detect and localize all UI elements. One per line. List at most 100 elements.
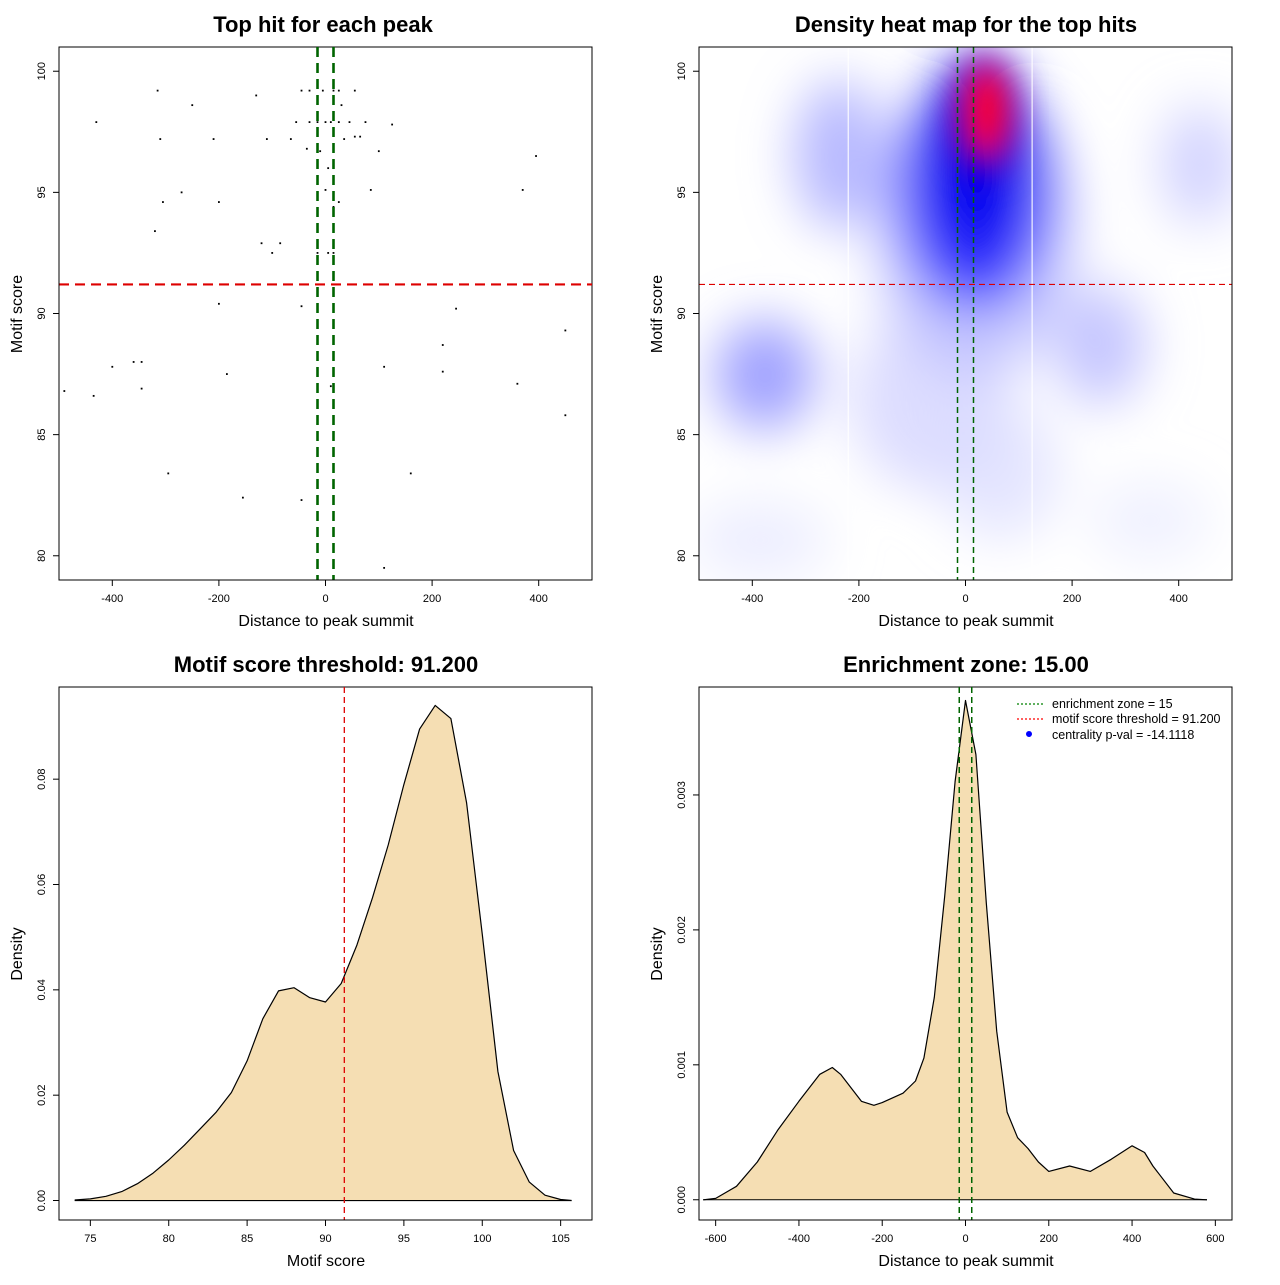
density-area-fill: [703, 700, 1207, 1200]
scatter-point: [300, 499, 303, 501]
y-tick-label: 100: [36, 62, 48, 80]
scatter-point: [340, 104, 343, 107]
scatter-point: [154, 230, 156, 233]
scatter-point: [324, 189, 327, 191]
scatter-point: [212, 138, 215, 140]
scatter-y-label: Motif score: [9, 275, 26, 353]
scatter-point: [191, 104, 194, 107]
x-tick-label: 80: [163, 1233, 175, 1245]
scatter-point: [337, 201, 340, 203]
score-density-y-axis: 0.00 0.02 0.04 0.06 0.08: [36, 768, 60, 1211]
x-tick-label: -400: [741, 593, 763, 605]
scatter-point: [441, 344, 444, 346]
heatmap-panel: Density heat map for the top hits: [649, 12, 1233, 630]
x-tick-label: -200: [208, 593, 230, 605]
scatter-point: [337, 89, 340, 92]
scatter-point: [265, 138, 268, 140]
scatter-point: [327, 167, 330, 170]
heatmap-peak: [953, 55, 1017, 175]
scatter-point: [348, 121, 351, 124]
scatter-point: [383, 566, 386, 569]
y-tick-label: 85: [676, 429, 688, 441]
heatmap-y-axis: 80 85 90 95 100: [676, 62, 700, 562]
heatmap-grid-lines: [847, 47, 1033, 580]
y-tick-label: 80: [36, 550, 48, 562]
density-blob: [795, 80, 885, 230]
x-tick-label: 600: [1206, 1233, 1224, 1245]
y-tick-label: 0.04: [36, 979, 48, 1000]
scatter-x-axis: -400 -200 0 200 400: [101, 579, 548, 605]
score-density-curve: [74, 704, 572, 1202]
scatter-point: [167, 472, 170, 475]
enrichment-density-curve: [703, 699, 1208, 1201]
density-blob: [940, 400, 1060, 540]
scatter-point: [329, 121, 332, 124]
scatter-point: [441, 370, 444, 373]
heatmap-title: Density heat map for the top hits: [795, 12, 1137, 37]
heatmap-y-label: Motif score: [649, 275, 666, 353]
x-tick-label: -400: [788, 1233, 810, 1245]
y-tick-label: 85: [36, 429, 48, 441]
scatter-point: [295, 121, 298, 124]
scatter-point: [516, 382, 519, 385]
scatter-point: [564, 414, 567, 417]
legend: enrichment zone = 15 motif score thresho…: [1017, 697, 1221, 742]
scatter-point: [321, 89, 324, 92]
enrichment-density-x-axis: -600 -400 -200 0 200 400 600: [705, 1219, 1225, 1245]
scatter-point: [140, 387, 143, 390]
x-tick-label: 400: [1170, 593, 1188, 605]
enrichment-density-panel: Enrichment zone: 15.00 -600 -400 -200 0 200 4…: [649, 652, 1233, 1270]
score-density-panel: Motif score threshold: 91.200 75 80 85 90 95…: [9, 652, 593, 1270]
scatter-point: [156, 89, 159, 92]
scatter-point: [140, 361, 143, 363]
scatter-point: [162, 201, 164, 203]
scatter-point: [63, 390, 66, 392]
scatter-point: [377, 150, 380, 153]
scatter-point: [332, 89, 335, 92]
y-tick-label: 95: [36, 186, 48, 198]
scatter-point: [300, 89, 303, 92]
scatter-point: [564, 329, 567, 332]
scatter-point: [218, 302, 220, 305]
x-tick-label: 400: [530, 593, 548, 605]
score-density-y-label: Density: [9, 927, 26, 980]
scatter-point: [391, 123, 394, 126]
y-tick-label: 0.06: [36, 874, 48, 895]
y-tick-label: 95: [676, 186, 688, 198]
scatter-point: [369, 189, 372, 191]
scatter-point: [353, 89, 356, 92]
heatmap-x-label: Distance to peak summit: [878, 613, 1054, 630]
scatter-points: [63, 89, 567, 569]
x-tick-label: 0: [962, 1233, 968, 1245]
x-tick-label: 200: [1063, 593, 1081, 605]
enrichment-density-x-label: Distance to peak summit: [878, 1253, 1054, 1270]
y-tick-label: 0.08: [36, 768, 48, 789]
scatter-point: [305, 147, 308, 150]
legend-label-threshold: motif score threshold = 91.200: [1052, 712, 1221, 726]
scatter-reference-lines: [59, 47, 592, 580]
scatter-point: [327, 252, 330, 254]
scatter-y-axis: 80 85 90 95 100: [36, 62, 60, 562]
enrichment-zone-lines: [958, 687, 973, 1220]
enrichment-density-y-label: Density: [649, 927, 666, 980]
scatter-point: [308, 121, 311, 124]
scatter-x-label: Distance to peak summit: [238, 613, 414, 630]
x-tick-label: 400: [1123, 1233, 1141, 1245]
scatter-point: [218, 201, 220, 203]
x-tick-label: -400: [101, 593, 123, 605]
scatter-point: [316, 121, 319, 124]
y-tick-label: 0.00: [36, 1190, 48, 1211]
x-tick-label: 85: [241, 1233, 253, 1245]
density-line: [74, 704, 572, 1202]
scatter-point: [241, 496, 244, 499]
scatter-point: [383, 365, 386, 368]
scatter-point: [255, 94, 258, 97]
scatter-point: [279, 242, 282, 245]
scatter-point: [92, 394, 95, 397]
scatter-point: [455, 307, 457, 310]
legend-swatch-p-value: [1026, 731, 1032, 737]
y-tick-label: 100: [676, 62, 688, 80]
scatter-point: [289, 138, 292, 140]
heatmap-reference-lines: [699, 47, 1232, 580]
score-density-title: Motif score threshold: 91.200: [174, 652, 478, 677]
